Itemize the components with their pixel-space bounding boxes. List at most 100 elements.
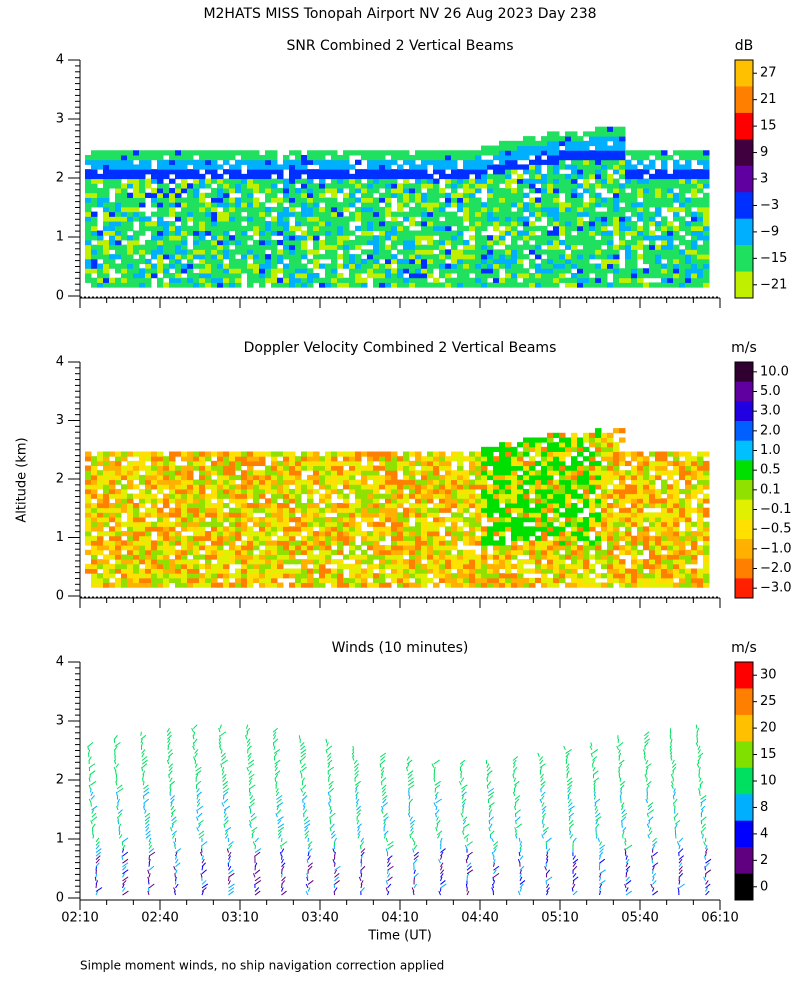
field-cell: [589, 442, 596, 448]
field-cell: [217, 244, 224, 250]
field-cell: [697, 263, 704, 269]
field-cell: [595, 498, 602, 504]
field-cell: [85, 498, 92, 504]
field-cell: [397, 493, 404, 499]
field-cell: [193, 202, 200, 208]
field-cell: [259, 517, 266, 523]
field-cell: [145, 498, 152, 504]
field-cell: [295, 456, 302, 462]
field-cell: [157, 230, 164, 236]
field-cell: [175, 188, 182, 194]
field-cell: [259, 277, 266, 283]
field-cell: [367, 545, 374, 551]
field-cell: [277, 582, 284, 588]
field-cell: [85, 221, 92, 227]
field-cell: [373, 221, 380, 227]
field-cell: [205, 465, 212, 471]
field-cell: [193, 484, 200, 490]
field-cell: [91, 178, 98, 184]
field-cell: [265, 488, 272, 495]
field-cell: [247, 206, 254, 213]
field-cell: [475, 498, 482, 504]
field-cell: [451, 221, 458, 227]
field-cell: [223, 263, 230, 269]
field-cell: [553, 507, 560, 513]
field-cell: [559, 164, 566, 170]
field-cell: [217, 173, 224, 180]
field-cell: [565, 554, 572, 560]
field-cell: [157, 277, 164, 283]
field-cell: [553, 225, 560, 232]
field-cell: [133, 540, 140, 546]
field-cell: [517, 465, 524, 471]
field-cell: [145, 221, 152, 227]
field-cell: [571, 568, 578, 574]
field-cell: [223, 451, 230, 457]
field-cell: [505, 159, 512, 165]
field-cell: [361, 498, 368, 504]
field-cell: [241, 479, 248, 485]
field-cell: [325, 470, 332, 476]
field-cell: [595, 173, 602, 180]
field-cell: [517, 197, 524, 203]
field-cell: [235, 507, 242, 513]
field-cell: [409, 263, 416, 269]
field-cell: [547, 282, 554, 288]
field-cell: [643, 244, 650, 250]
field-cell: [469, 451, 476, 457]
field-cell: [139, 178, 146, 184]
field-cell: [85, 563, 92, 570]
field-cell: [193, 282, 200, 288]
field-cell: [169, 169, 176, 175]
field-cell: [145, 568, 152, 574]
field-cell: [223, 188, 230, 194]
field-cell: [169, 456, 176, 462]
field-cell: [559, 531, 566, 537]
field-cell: [391, 577, 398, 584]
field-cell: [193, 272, 200, 279]
field-cell: [493, 531, 500, 537]
field-cell: [289, 517, 296, 523]
field-cell: [343, 206, 350, 213]
field-cell: [373, 563, 380, 570]
field-cell: [703, 268, 710, 274]
field-cell: [211, 535, 218, 541]
field-cell: [703, 164, 710, 170]
field-cell: [565, 239, 572, 246]
field-cell: [187, 451, 194, 457]
field-cell: [613, 164, 620, 170]
field-cell: [109, 169, 116, 175]
field-cell: [355, 526, 362, 532]
field-cell: [475, 159, 482, 165]
field-cell: [439, 244, 446, 250]
field-cell: [451, 235, 458, 241]
field-cell: [283, 470, 290, 476]
field-cell: [565, 517, 572, 523]
field-cell: [97, 549, 104, 555]
field-cell: [313, 159, 320, 165]
field-cell: [421, 263, 428, 269]
field-cell: [217, 535, 224, 541]
field-cell: [565, 484, 572, 490]
field-cell: [199, 554, 206, 560]
field-cell: [355, 484, 362, 490]
field-cell: [295, 568, 302, 574]
field-cell: [103, 465, 110, 471]
field-cell: [463, 183, 470, 189]
field-cell: [385, 197, 392, 203]
field-cell: [475, 239, 482, 246]
field-cell: [133, 277, 140, 283]
field-cell: [373, 206, 380, 213]
field-cell: [181, 150, 188, 156]
field-cell: [481, 507, 488, 513]
field-cell: [223, 159, 230, 165]
field-cell: [319, 465, 326, 471]
field-cell: [139, 254, 146, 260]
field-cell: [487, 150, 494, 156]
field-cell: [337, 559, 344, 565]
field-cell: [235, 173, 242, 180]
field-cell: [493, 545, 500, 551]
field-cell: [331, 456, 338, 462]
field-cell: [289, 150, 296, 156]
field-cell: [625, 206, 632, 213]
